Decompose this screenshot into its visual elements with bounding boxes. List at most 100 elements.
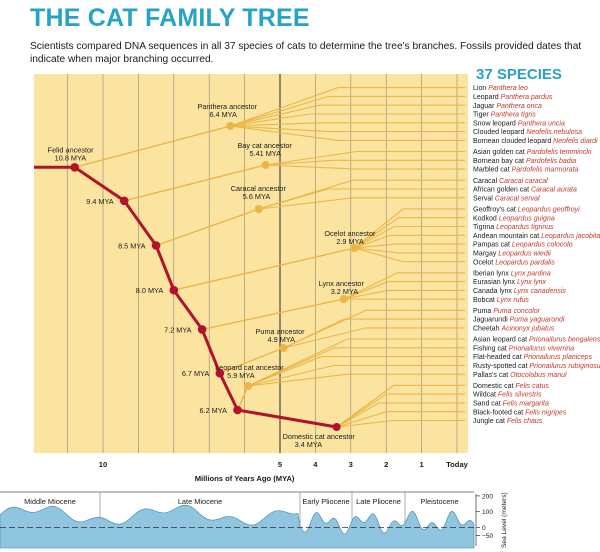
species-common-name: Tigrina (473, 224, 496, 231)
branch-baycat (124, 164, 266, 202)
node-label-domestic: Domestic cat ancestor (283, 432, 356, 441)
species-common-name: Margay (473, 251, 498, 258)
species-branch (343, 289, 465, 300)
species-latin-name: Felis chaus (507, 418, 543, 425)
species-branch (354, 247, 465, 263)
species-label: Puma Puma concolor (473, 308, 541, 315)
species-branch (354, 217, 465, 249)
species-common-name: Geoffroy's cat (473, 207, 518, 214)
species-common-name: Sand cat (473, 401, 503, 408)
species-latin-name: Panthera pardus (501, 94, 553, 101)
species-label: Cheetah Acinonyx jubatus (473, 326, 555, 333)
branch-ocelot (173, 247, 355, 291)
species-branch (258, 188, 465, 210)
species-label: Marbled cat Pardofelis marmorata (473, 167, 579, 174)
species-branch (230, 125, 465, 141)
species-latin-name: Leopardus tigrinus (496, 224, 554, 231)
species-latin-name: Otocolobus manul (510, 372, 567, 379)
intro-text: Scientists compared DNA sequences in all… (30, 41, 582, 65)
node-label-baycat: Bay cat ancestor (237, 141, 292, 150)
clade-node-caracal (254, 205, 263, 213)
species-branch (336, 393, 465, 428)
species-latin-name: Lynx rufus (497, 297, 530, 304)
axis-tick-label: 3 (349, 460, 353, 469)
species-label: Ocelot Leopardus pardalis (473, 259, 555, 266)
node-label-leopardcat: Leopard cat ancestor (215, 363, 284, 372)
species-label: Asian leopard cat Prionailurus bengalens… (473, 337, 600, 344)
sea-level-strip: Middle Miocene Late Miocene Early Pliocene… (0, 491, 508, 549)
species-common-name: Clouded leopard (473, 129, 526, 136)
species-branch (354, 247, 465, 254)
species-branch (353, 208, 465, 249)
species-latin-name: Leopardus pardalis (495, 259, 555, 266)
sea-level-tick-label: 100 (482, 509, 493, 516)
node-label-ocelot: Ocelot ancestor (324, 229, 376, 238)
clade-node-baycat (261, 161, 270, 169)
species-common-name: Snow leopard (473, 120, 518, 127)
species-common-name: Leopard (473, 94, 501, 101)
clade-node-lynx (339, 295, 348, 303)
species-branch (230, 87, 465, 127)
species-label: Geoffroy's cat Leopardus geoffroyi (473, 207, 580, 214)
species-common-name: Cheetah (473, 326, 501, 333)
sea-level-curve (0, 504, 475, 549)
species-latin-name: Panthera onca (496, 103, 542, 110)
axis-tick-label: 5 (278, 460, 283, 469)
branch-lynx (201, 298, 344, 331)
epoch-label: Pleistocene (420, 497, 458, 506)
species-latin-name: Lynx pardina (511, 270, 551, 277)
species-branch (248, 364, 465, 387)
species-latin-name: Leopardus geoffroyi (518, 207, 580, 214)
species-latin-name: Leopardus jacobita (541, 233, 600, 240)
branch-caracal (155, 208, 259, 247)
species-common-name: Ocelot (473, 259, 495, 266)
species-latin-name: Panthera tigris (491, 112, 537, 119)
species-label: Snow leopard Panthera uncia (473, 120, 565, 127)
epoch-label: Early Pliocene (302, 497, 349, 506)
trunk-node (169, 285, 179, 295)
axis-tick-label: 10 (99, 460, 107, 469)
node-mya-t72: 7.2 MYA (164, 325, 192, 334)
species-common-name: Asian leopard cat (473, 337, 529, 344)
species-branch (283, 318, 465, 349)
species-common-name: Caracal (473, 178, 499, 185)
node-mya-domestic: 3.4 MYA (295, 440, 323, 449)
trunk-node (70, 163, 79, 172)
species-latin-name: Panthera leo (488, 85, 528, 92)
species-label: Domestic cat Felis catus (473, 383, 549, 390)
clade-node-puma (279, 344, 288, 352)
species-label: Jungle cat Felis chaus (473, 418, 543, 425)
species-branch (354, 243, 465, 249)
sea-level-tick-label: 200 (482, 493, 493, 500)
species-branch (343, 272, 465, 300)
species-latin-name: Caracal caracal (499, 178, 548, 185)
species-branch (248, 373, 465, 387)
species-latin-name: Neofelis diardi (553, 138, 598, 145)
species-label: Bobcat Lynx rufus (473, 297, 529, 304)
species-latin-name: Felis catus (515, 383, 549, 390)
time-axis: 10 5 4 3 2 1 Today Millions of Years Ago (MYA) (99, 460, 469, 483)
species-branch (247, 356, 465, 387)
species-label: Tigrina Leopardus tigrinus (473, 224, 554, 231)
species-label: Serval Caracal serval (473, 195, 540, 202)
species-latin-name: Pardofelis marmorata (512, 167, 579, 174)
species-label: Flat-headed cat Prionailurus planiceps (473, 354, 593, 361)
species-latin-name: Pardofelis badia (526, 158, 576, 165)
species-label: Caracal Caracal caracal (473, 178, 548, 185)
axis-tick-label: 2 (384, 460, 388, 469)
species-label: Sand cat Felis margarita (473, 401, 549, 408)
node-mya-t67: 6.7 MYA (182, 369, 210, 378)
species-branch (354, 225, 465, 249)
species-label: Fishing cat Prionailurus viverrina (473, 345, 574, 352)
species-branch (230, 125, 465, 133)
species-common-name: Fishing cat (473, 345, 509, 352)
species-latin-name: Caracal serval (495, 195, 540, 202)
species-common-name: Wildcat (473, 392, 498, 399)
species-label: Jaguarundi Puma yaguarondi (473, 317, 565, 324)
epoch-label: Late Pliocene (356, 497, 401, 506)
species-common-name: Asian golden cat (473, 149, 527, 156)
species-latin-name: Acinonyx jubatus (500, 326, 554, 333)
branches (74, 87, 465, 428)
species-branch (230, 104, 465, 127)
species-branch (336, 411, 465, 428)
